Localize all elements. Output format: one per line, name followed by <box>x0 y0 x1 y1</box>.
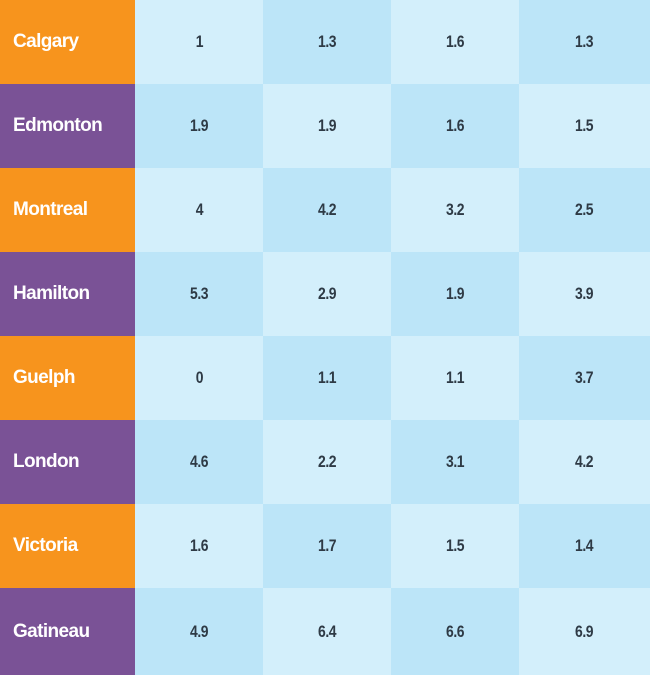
cell-value: 6.6 <box>445 621 465 641</box>
row-label: London <box>0 420 135 504</box>
cell-value: 3.1 <box>445 452 465 471</box>
table-cell: 0 <box>135 336 263 420</box>
cell-value: 1.4 <box>575 536 594 555</box>
table-cell: 4.9 <box>135 588 263 675</box>
cell-value: 1 <box>195 32 203 51</box>
table-cell: 4.2 <box>263 168 391 252</box>
cell-value: 1.9 <box>317 116 337 135</box>
table-cell: 2.9 <box>263 252 391 336</box>
cell-value: 1.9 <box>445 284 465 303</box>
cell-value: 1.1 <box>445 368 465 387</box>
cell-value: 1.6 <box>445 116 465 135</box>
table-cell: 1.5 <box>519 84 650 168</box>
cell-value: 6.4 <box>317 621 337 641</box>
table-cell: 4.6 <box>135 420 263 504</box>
table-cell: 1.1 <box>263 336 391 420</box>
cell-value: 3.7 <box>575 368 594 387</box>
table-cell: 2.5 <box>519 168 650 252</box>
table-cell: 6.9 <box>519 588 650 675</box>
cell-value: 4.2 <box>317 200 337 219</box>
table-cell: 6.4 <box>263 588 391 675</box>
cell-value: 4 <box>195 200 203 219</box>
cell-value: 1.3 <box>317 32 337 51</box>
cell-value: 1.5 <box>445 536 465 555</box>
table-cell: 1.1 <box>391 336 519 420</box>
cell-value: 4.2 <box>575 452 594 471</box>
row-label: Gatineau <box>0 588 135 675</box>
cell-value: 3.9 <box>575 284 594 303</box>
cell-value: 1.3 <box>575 32 594 51</box>
table-cell: 3.7 <box>519 336 650 420</box>
row-label: Calgary <box>0 0 135 84</box>
cell-value: 1.6 <box>189 536 209 555</box>
table-cell: 1.3 <box>519 0 650 84</box>
table-cell: 1.9 <box>391 252 519 336</box>
table-cell: 1 <box>135 0 263 84</box>
table-cell: 1.6 <box>391 0 519 84</box>
table-cell: 1.5 <box>391 504 519 588</box>
table-cell: 6.6 <box>391 588 519 675</box>
row-label: Edmonton <box>0 84 135 168</box>
table-cell: 2.2 <box>263 420 391 504</box>
row-label: Montreal <box>0 168 135 252</box>
cell-value: 1.1 <box>317 368 337 387</box>
table-cell: 1.9 <box>263 84 391 168</box>
table-cell: 1.7 <box>263 504 391 588</box>
table-cell: 3.9 <box>519 252 650 336</box>
cell-value: 1.9 <box>189 116 209 135</box>
cell-value: 0 <box>195 368 203 387</box>
cell-value: 6.9 <box>575 621 594 641</box>
cell-value: 2.9 <box>317 284 337 303</box>
table-cell: 1.6 <box>135 504 263 588</box>
cell-value: 5.3 <box>189 284 209 303</box>
table-cell: 3.1 <box>391 420 519 504</box>
cell-value: 4.6 <box>189 452 209 471</box>
row-label: Hamilton <box>0 252 135 336</box>
table-cell: 1.4 <box>519 504 650 588</box>
cell-value: 2.5 <box>575 200 594 219</box>
cell-value: 4.9 <box>189 621 209 641</box>
cell-value: 1.6 <box>445 32 465 51</box>
table-cell: 1.9 <box>135 84 263 168</box>
table-cell: 4.2 <box>519 420 650 504</box>
row-label: Victoria <box>0 504 135 588</box>
table-cell: 1.3 <box>263 0 391 84</box>
cell-value: 1.7 <box>317 536 337 555</box>
cell-value: 2.2 <box>317 452 337 471</box>
table-cell: 4 <box>135 168 263 252</box>
table-cell: 1.6 <box>391 84 519 168</box>
row-label: Guelph <box>0 336 135 420</box>
table-cell: 5.3 <box>135 252 263 336</box>
cell-value: 3.2 <box>445 200 465 219</box>
table-cell: 3.2 <box>391 168 519 252</box>
cell-value: 1.5 <box>575 116 594 135</box>
